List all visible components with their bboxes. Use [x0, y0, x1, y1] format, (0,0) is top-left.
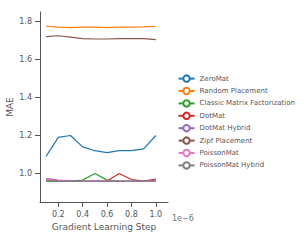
- svg-text:Classic Matrix Factorization: Classic Matrix Factorization: [200, 99, 295, 107]
- svg-text:1.6: 1.6: [19, 55, 32, 64]
- svg-text:1.0: 1.0: [149, 210, 162, 219]
- svg-text:DotMat: DotMat: [200, 112, 226, 120]
- svg-text:MAE: MAE: [5, 97, 15, 117]
- svg-text:ZeroMat: ZeroMat: [200, 75, 229, 83]
- svg-text:DotMat Hybrid: DotMat Hybrid: [200, 124, 251, 132]
- svg-text:0.4: 0.4: [76, 210, 89, 219]
- svg-text:1.4: 1.4: [19, 93, 32, 102]
- svg-text:Gradient Learning Step: Gradient Learning Step: [52, 222, 157, 232]
- svg-text:PoissonMat: PoissonMat: [200, 149, 240, 157]
- svg-text:Zipf Placement: Zipf Placement: [200, 137, 253, 145]
- svg-text:1.0: 1.0: [19, 169, 32, 178]
- svg-text:PoissonMat Hybrid: PoissonMat Hybrid: [200, 161, 265, 169]
- svg-text:1.8: 1.8: [19, 17, 32, 26]
- svg-text:0.8: 0.8: [125, 210, 138, 219]
- svg-text:1e−6: 1e−6: [172, 214, 194, 223]
- svg-text:0.2: 0.2: [52, 210, 65, 219]
- svg-text:Random Placement: Random Placement: [200, 87, 268, 95]
- svg-text:1.2: 1.2: [19, 131, 32, 140]
- svg-text:0.6: 0.6: [101, 210, 114, 219]
